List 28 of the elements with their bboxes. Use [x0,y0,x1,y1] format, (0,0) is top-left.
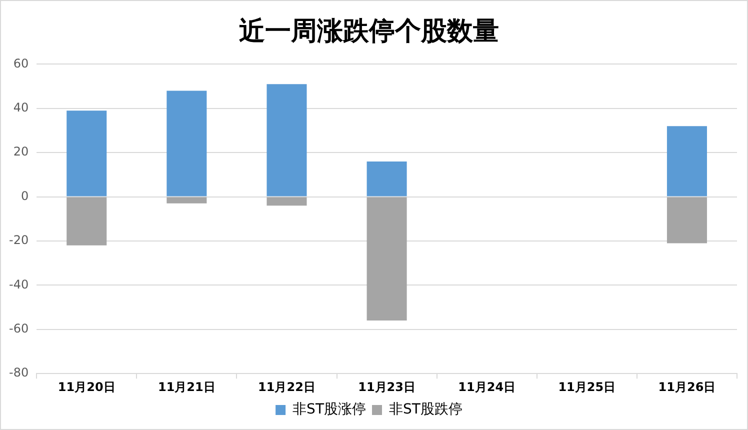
x-tick-label: 11月26日 [658,380,716,394]
chart-title: 近一周涨跌停个股数量 [239,16,499,46]
legend-label: 非ST股涨停 [292,402,366,418]
bar [666,197,707,244]
y-tick-label: -40 [8,277,29,292]
y-tick-label: 20 [13,144,29,159]
y-tick-label: -80 [8,366,29,380]
x-tick-label: 11月20日 [58,380,116,394]
y-tick-label: 0 [20,188,29,203]
bar [266,197,307,206]
bar [166,197,207,204]
x-tick-label: 11月25日 [558,380,616,394]
y-tick-label: -60 [8,322,29,336]
y-tick-label: 60 [13,56,29,70]
x-tick-label: 11月21日 [158,380,216,394]
y-tick-label: -20 [8,233,29,248]
bar [666,126,707,196]
legend-label: 非ST股跌停 [389,402,462,418]
bar [266,84,307,196]
bar [66,110,107,196]
bar [66,197,107,246]
y-tick-label: 40 [13,100,29,115]
x-tick-label: 11月23日 [358,380,416,394]
x-tick-label: 11月24日 [458,380,516,394]
bar [166,90,207,196]
x-tick-label: 11月22日 [258,380,316,394]
bar [366,197,407,321]
bar [366,161,407,196]
